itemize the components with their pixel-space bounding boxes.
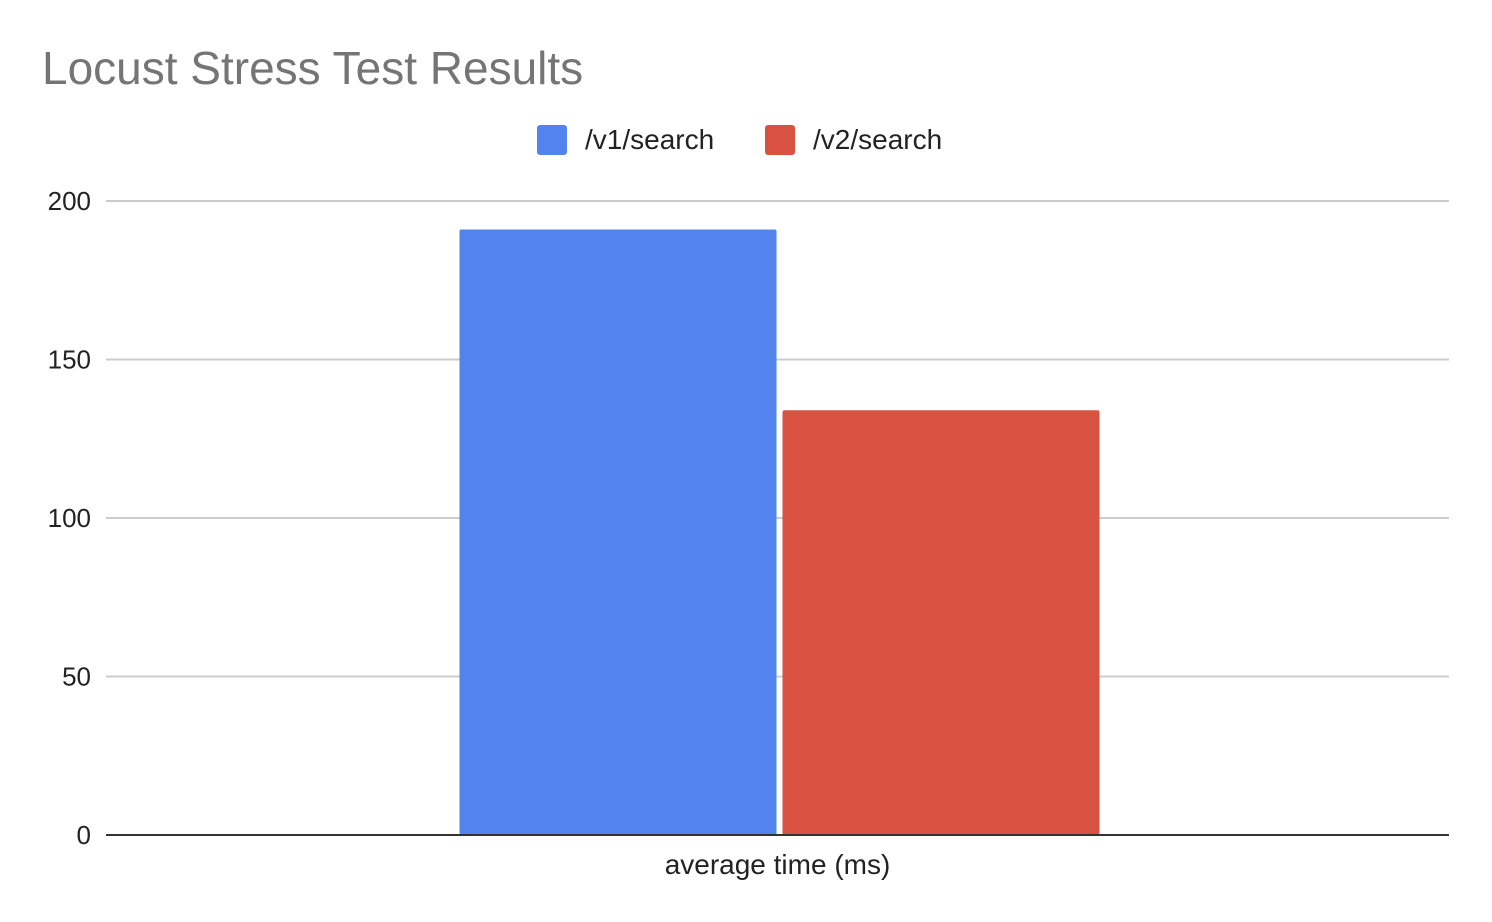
bar-v1-search [459,229,777,835]
chart-title: Locust Stress Test Results [42,42,583,94]
legend-swatch-v1 [537,125,567,155]
y-tick-label: 0 [77,820,91,850]
y-axis-ticks: 0 50 100 150 200 [48,186,91,850]
y-tick-label: 50 [62,662,91,692]
bar-v2-search [782,410,1100,835]
x-axis-labels: average time (ms) [665,849,891,880]
y-tick-label: 200 [48,186,91,216]
gridlines [106,200,1449,678]
bars [459,229,1100,835]
legend-label-v2: /v2/search [813,124,942,155]
y-tick-label: 150 [48,345,91,375]
x-category-label: average time (ms) [665,849,891,880]
y-tick-label: 100 [48,503,91,533]
legend-label-v1: /v1/search [585,124,714,155]
legend: /v1/search /v2/search [537,124,942,155]
legend-swatch-v2 [765,125,795,155]
